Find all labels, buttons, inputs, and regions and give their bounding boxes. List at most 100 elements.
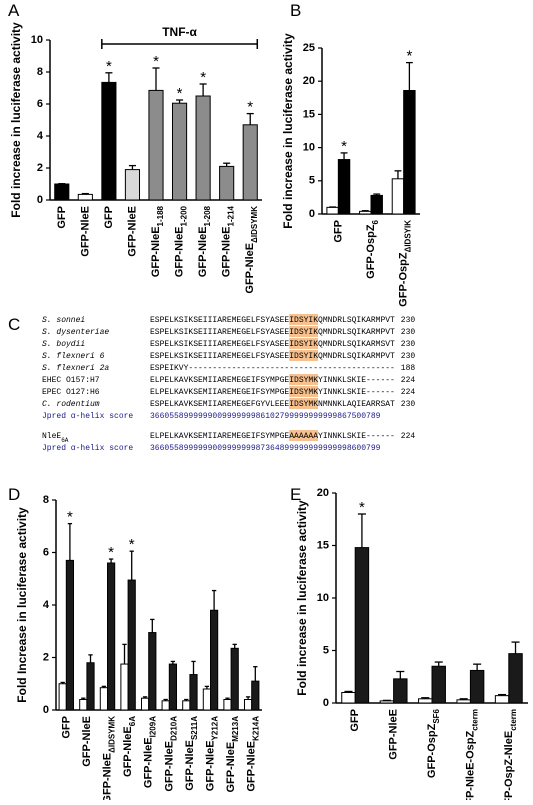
x-tick-label: GFP-NleE1-208 bbox=[197, 205, 212, 277]
row-name: S. flexneri 6 bbox=[42, 352, 105, 361]
bar bbox=[391, 178, 405, 215]
category-text: GFP-OspZ bbox=[365, 224, 377, 279]
category-text: GFP bbox=[103, 206, 115, 229]
category-text: GFP-OspZ bbox=[398, 252, 410, 307]
panel-label: E bbox=[290, 485, 301, 504]
motif-highlight bbox=[289, 430, 318, 441]
category-subscript: 1-188 bbox=[156, 205, 165, 226]
y-tick-label: 25 bbox=[303, 42, 315, 54]
x-tick-label: GFP-OspZ6 bbox=[365, 219, 380, 278]
bar bbox=[243, 699, 253, 711]
bar bbox=[202, 688, 211, 711]
row-name: S. flexneri 2a bbox=[42, 364, 109, 373]
category-subscript: 1-214 bbox=[226, 205, 235, 226]
row-name-text: Jpred α-helix score bbox=[42, 412, 133, 421]
bar bbox=[403, 89, 416, 215]
y-tick-label: 2 bbox=[37, 162, 43, 174]
category-text: GFP-NleE bbox=[163, 741, 175, 792]
y-tick-label: 2 bbox=[43, 651, 49, 663]
x-tick-label: GFP-NleEΔIDSYMK bbox=[244, 206, 259, 294]
category-subscript: 1-208 bbox=[203, 205, 212, 226]
y-tick-label: 0 bbox=[37, 194, 43, 206]
category-text: GFP bbox=[349, 709, 361, 732]
y-tick-label: 8 bbox=[37, 66, 43, 78]
category-text: GFP-NleE bbox=[204, 740, 216, 791]
category-subscript: ΔIDSYMK bbox=[250, 206, 259, 243]
x-tick-label: GFP-OspZ-NleEcterm bbox=[503, 709, 518, 800]
bar bbox=[182, 700, 191, 711]
bar bbox=[168, 663, 178, 711]
sequence: ESPELKAVKSEMIIAREMEGEFGYVLEEEIDSYMKNMNNK… bbox=[150, 400, 395, 409]
bar bbox=[148, 632, 157, 711]
bar bbox=[58, 683, 67, 711]
x-tick-label: GFP-NleE1-188 bbox=[150, 205, 165, 277]
significance-marker: * bbox=[153, 53, 159, 70]
sequence-end: 224 bbox=[401, 376, 416, 385]
significance-marker: * bbox=[177, 85, 183, 102]
bar bbox=[77, 193, 93, 201]
bar bbox=[65, 559, 75, 711]
bar bbox=[86, 662, 95, 711]
y-tick-label: 8 bbox=[43, 494, 49, 506]
category-text: GFP-NleE bbox=[79, 206, 91, 257]
bar bbox=[242, 124, 258, 201]
category-subscript: 1-200 bbox=[179, 205, 188, 226]
sequence-end: 230 bbox=[401, 316, 416, 325]
category-text: GFP-NleE bbox=[184, 740, 196, 791]
row-name: NleE6A bbox=[42, 432, 69, 444]
category-text: GFP-NleE bbox=[197, 226, 209, 277]
sequence: ESPELKSIKSEIIIAREMEGELFSYASEEIDSYIKQMNDR… bbox=[150, 328, 395, 337]
row-name: Jpred α-helix score bbox=[42, 412, 133, 421]
sequence-end: 230 bbox=[401, 340, 416, 349]
motif-highlight bbox=[289, 386, 318, 397]
x-tick-label: GFP-NleE bbox=[81, 716, 93, 767]
category-subscript: Y212A bbox=[210, 716, 219, 741]
significance-marker: * bbox=[341, 138, 347, 155]
sequence-end: 188 bbox=[401, 364, 416, 373]
motif-highlight bbox=[289, 374, 318, 385]
y-tick-label: 5 bbox=[309, 175, 315, 187]
bar bbox=[148, 89, 164, 201]
bar bbox=[370, 194, 383, 215]
x-tick-label: GFP bbox=[60, 716, 72, 739]
x-tick-label: GFP-NleED210A bbox=[163, 716, 178, 792]
y-tick-label: 0 bbox=[43, 704, 49, 716]
x-tick-label: GFP-NleE-OspZcterm bbox=[464, 709, 479, 800]
category-subscript: K214A bbox=[251, 716, 260, 741]
x-tick-label: GFP-OspZΔIDSYIK bbox=[398, 220, 413, 307]
y-axis-label: Fold Increase in luciferase activity bbox=[15, 507, 29, 703]
sequence-end: 230 bbox=[401, 400, 416, 409]
category-subscript: M213A bbox=[231, 716, 240, 742]
row-name-subscript: 6A bbox=[61, 437, 69, 444]
x-tick-label: GFP-NleEI209A bbox=[143, 716, 158, 788]
x-tick-label: GFP-NleE bbox=[79, 206, 91, 257]
category-subscript: cterm bbox=[508, 709, 517, 731]
row-name-text: EPEC O127:H6 bbox=[42, 388, 100, 397]
significance-marker: * bbox=[67, 509, 73, 526]
y-tick-label: 10 bbox=[31, 34, 43, 46]
category-text: GFP-NleE bbox=[122, 726, 134, 777]
bar bbox=[127, 579, 136, 711]
category-text: GFP-OspZ bbox=[426, 723, 438, 778]
row-name-text: Jpred α-helix score bbox=[42, 444, 133, 453]
x-tick-label: GFP bbox=[349, 709, 361, 732]
bar bbox=[456, 699, 471, 704]
category-text: GFP-NleE-OspZ bbox=[464, 731, 476, 800]
row-name: Jpred α-helix score bbox=[42, 444, 133, 453]
category-subscript: 6 bbox=[371, 219, 380, 224]
significance-marker: * bbox=[108, 544, 114, 561]
category-text: GFP-NleE bbox=[173, 226, 185, 277]
bar bbox=[326, 206, 339, 215]
sequence: ELPELKAVKSEMIIAREMEGEIFSYMPGEIDSYMKYINNK… bbox=[150, 376, 395, 385]
bar bbox=[195, 95, 211, 201]
x-tick-label: GFP-OspZSF6 bbox=[426, 708, 441, 778]
y-tick-label: 4 bbox=[37, 130, 44, 142]
helix-score: 3660558999999009999999861027999999999998… bbox=[150, 412, 381, 421]
bar bbox=[161, 700, 170, 711]
y-tick-label: 0 bbox=[309, 208, 315, 220]
y-tick-label: 4 bbox=[43, 599, 50, 611]
x-tick-label: GFP bbox=[332, 220, 344, 243]
y-tick-label: 10 bbox=[317, 592, 329, 604]
category-text: GFP bbox=[56, 206, 68, 229]
bar bbox=[251, 680, 260, 711]
